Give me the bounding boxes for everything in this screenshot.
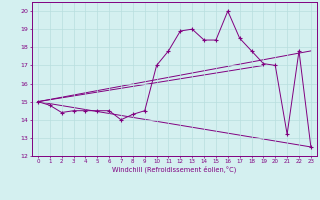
X-axis label: Windchill (Refroidissement éolien,°C): Windchill (Refroidissement éolien,°C): [112, 166, 236, 173]
